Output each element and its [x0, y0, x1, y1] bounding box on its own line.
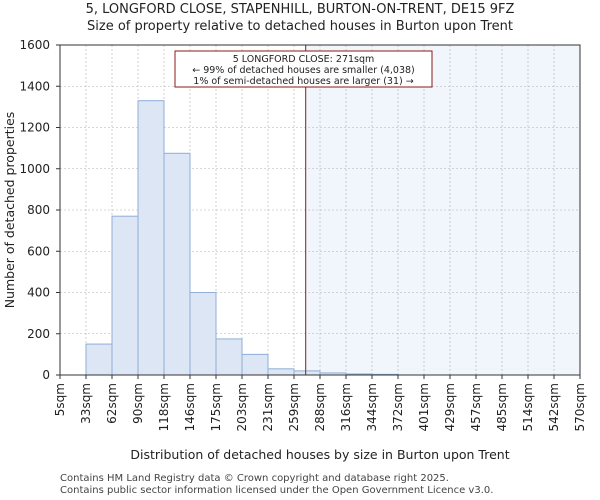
x-tick-label: 372sqm: [391, 383, 405, 431]
highlight-region: [305, 45, 580, 375]
y-tick-label: 0: [42, 368, 50, 382]
x-tick-label: 514sqm: [521, 383, 535, 431]
x-tick-label: 316sqm: [339, 383, 353, 431]
x-tick-label: 542sqm: [547, 383, 561, 431]
annotation-line: ← 99% of detached houses are smaller (4,…: [192, 65, 415, 76]
x-tick-label: 33sqm: [79, 383, 93, 424]
x-tick-label: 203sqm: [235, 383, 249, 431]
x-tick-label: 570sqm: [573, 383, 587, 431]
plot-frame: [59, 44, 581, 376]
y-tick-label: 1600: [19, 38, 50, 52]
histogram-bar: [241, 353, 269, 376]
y-tick-label: 1400: [19, 79, 50, 93]
x-tick-label: 5sqm: [53, 383, 67, 416]
annotation-line: 5 LONGFORD CLOSE: 271sqm: [233, 54, 375, 65]
y-tick-label: 400: [27, 286, 50, 300]
x-tick-label: 90sqm: [131, 383, 145, 424]
x-tick-label: 62sqm: [105, 383, 119, 424]
x-tick-label: 288sqm: [313, 383, 327, 431]
x-tick-label: 429sqm: [443, 383, 457, 431]
x-tick-label: 259sqm: [287, 383, 301, 431]
histogram-bar: [189, 292, 217, 376]
x-tick-label: 146sqm: [183, 383, 197, 431]
x-tick-label: 118sqm: [157, 383, 171, 431]
footer-copyright: Contains HM Land Registry data © Crown c…: [60, 473, 449, 484]
annotation-line: 1% of semi-detached houses are larger (3…: [193, 76, 413, 87]
chart-subtitle: Size of property relative to detached ho…: [87, 19, 513, 34]
x-tick-label: 231sqm: [261, 383, 275, 431]
footer-licence: Contains public sector information licen…: [60, 485, 494, 496]
histogram-bar: [215, 338, 243, 376]
y-tick-label: 1200: [19, 121, 50, 135]
y-tick-label: 600: [27, 244, 50, 258]
y-tick-label: 1000: [19, 162, 50, 176]
y-tick-label: 200: [27, 327, 50, 341]
histogram-bar: [163, 152, 191, 376]
histogram-bar: [137, 100, 165, 376]
x-tick-label: 344sqm: [365, 383, 379, 431]
histogram-bar: [267, 368, 295, 376]
y-axis-label: Number of detached properties: [2, 112, 17, 309]
x-tick-label: 401sqm: [417, 383, 431, 431]
histogram-bar: [85, 343, 113, 376]
x-tick-label: 175sqm: [209, 383, 223, 431]
x-axis-label: Distribution of detached houses by size …: [130, 447, 509, 462]
y-tick-label: 800: [27, 203, 50, 217]
x-tick-label: 485sqm: [495, 383, 509, 431]
x-tick-label: 457sqm: [469, 383, 483, 431]
annotation-box: [174, 50, 433, 88]
histogram-bar: [111, 215, 139, 376]
chart-title: 5, LONGFORD CLOSE, STAPENHILL, BURTON-ON…: [85, 2, 515, 17]
histogram-bar: [293, 370, 321, 376]
